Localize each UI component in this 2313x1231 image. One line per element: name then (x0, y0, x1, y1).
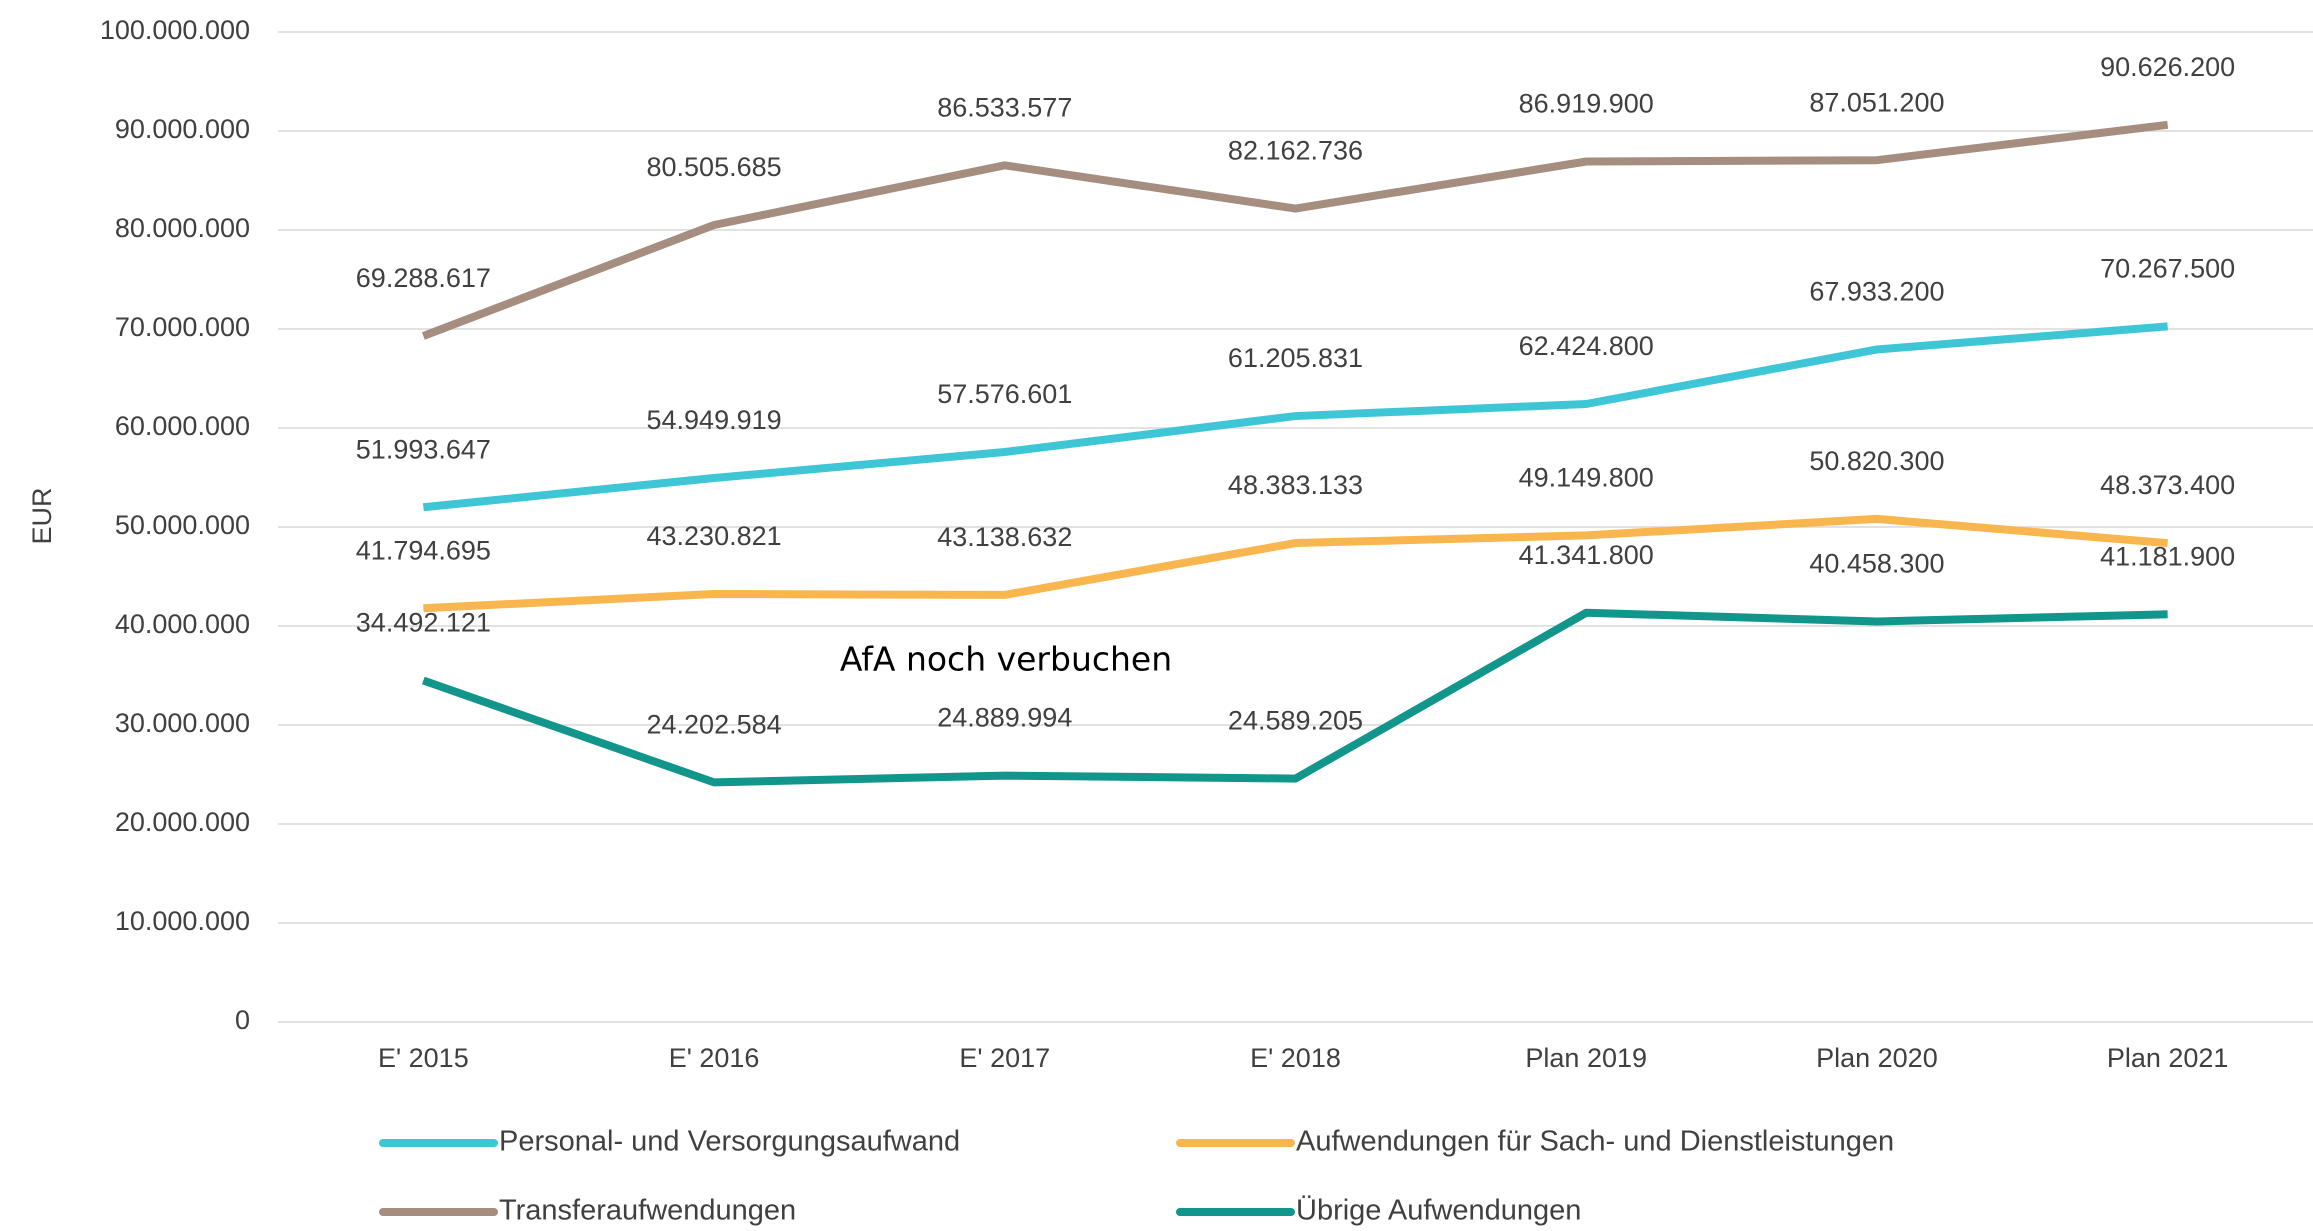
data-label: 50.820.300 (1809, 446, 1944, 476)
data-label: 86.919.900 (1519, 89, 1654, 119)
legend-label: Transferaufwendungen (499, 1195, 796, 1227)
data-label: 43.138.632 (937, 522, 1072, 552)
data-label: 70.267.500 (2100, 253, 2235, 283)
data-label: 48.383.133 (1228, 470, 1363, 500)
data-label: 57.576.601 (937, 379, 1072, 409)
y-axis-label: EUR (27, 487, 57, 544)
y-tick-label: 100.000.000 (100, 15, 250, 45)
data-label: 82.162.736 (1228, 136, 1363, 166)
line (421, 120, 2169, 340)
data-label: 24.889.994 (937, 703, 1072, 733)
y-tick-label: 90.000.000 (115, 114, 250, 144)
data-label: 24.589.205 (1228, 706, 1363, 736)
legend-label: Personal- und Versorgungsaufwand (499, 1126, 960, 1158)
data-label: 80.505.685 (647, 152, 782, 182)
x-tick-label: Plan 2019 (1525, 1043, 1647, 1073)
data-label: 49.149.800 (1519, 463, 1654, 493)
line (423, 514, 2168, 613)
x-tick-label: Plan 2021 (2107, 1043, 2229, 1073)
y-tick-label: 30.000.000 (115, 708, 250, 738)
data-label: 43.230.821 (647, 521, 782, 551)
x-tick-label: E' 2015 (378, 1043, 469, 1073)
y-tick-label: 10.000.000 (115, 906, 250, 936)
line (422, 322, 2168, 512)
y-tick-label: 50.000.000 (115, 510, 250, 540)
data-label: 41.181.900 (2100, 541, 2235, 571)
y-tick-label: 40.000.000 (115, 609, 250, 639)
data-label: 51.993.647 (356, 434, 491, 464)
data-label: 48.373.400 (2100, 470, 2235, 500)
annotation: AfA noch verbuchen (840, 640, 1172, 679)
y-tick-label: 0 (235, 1005, 250, 1035)
y-tick-label: 70.000.000 (115, 312, 250, 342)
y-tick-label: 60.000.000 (115, 411, 250, 441)
data-label: 61.205.831 (1228, 343, 1363, 373)
x-tick-label: E' 2018 (1250, 1043, 1341, 1073)
x-tick-label: E' 2017 (959, 1043, 1050, 1073)
data-label: 54.949.919 (647, 405, 782, 435)
data-label: 86.533.577 (937, 92, 1072, 122)
data-label: 62.424.800 (1519, 331, 1654, 361)
x-tick-label: E' 2016 (669, 1043, 760, 1073)
data-label: 40.458.300 (1809, 549, 1944, 579)
legend-label: Übrige Aufwendungen (1296, 1195, 1581, 1227)
data-label: 41.794.695 (356, 535, 491, 565)
line (422, 608, 2168, 787)
data-label: 34.492.121 (356, 608, 491, 638)
y-tick-label: 20.000.000 (115, 807, 250, 837)
data-label: 69.288.617 (356, 263, 491, 293)
data-label: 87.051.200 (1809, 87, 1944, 117)
data-label: 90.626.200 (2100, 52, 2235, 82)
data-label: 24.202.584 (647, 710, 782, 740)
data-label: 67.933.200 (1809, 277, 1944, 307)
x-tick-label: Plan 2020 (1816, 1043, 1938, 1073)
legend-label: Aufwendungen für Sach- und Dienstleistun… (1296, 1126, 1894, 1158)
y-tick-label: 80.000.000 (115, 213, 250, 243)
data-label: 41.341.800 (1519, 540, 1654, 570)
